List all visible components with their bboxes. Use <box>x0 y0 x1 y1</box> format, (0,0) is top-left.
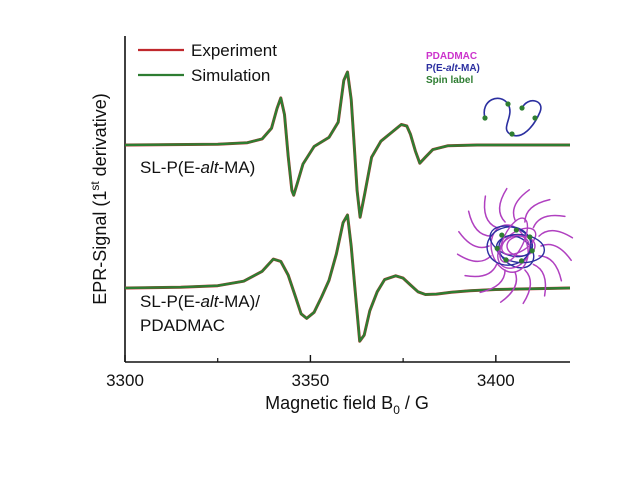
spin-label-dot <box>499 232 505 238</box>
pdadmac-arm <box>498 187 508 223</box>
curve-label-bottom-line1: SL-P(E-alt-MA)/ <box>140 292 260 311</box>
x-tick-labels: 3300 3350 3400 <box>106 371 515 390</box>
legend-label-experiment: Experiment <box>191 41 277 60</box>
curve-label-bottom-line2: PDADMAC <box>140 316 225 335</box>
pdadmac-arm <box>464 263 498 278</box>
x-ticks <box>124 355 497 362</box>
pdadmac-arm <box>532 214 566 229</box>
x-tick-label-3400: 3400 <box>477 371 515 390</box>
complex-core-loop <box>501 227 537 256</box>
pdadmac-arm <box>538 255 563 282</box>
pdadmac-arm <box>456 253 492 263</box>
spin-label-dot <box>494 245 500 251</box>
legend-label-simulation: Simulation <box>191 66 270 85</box>
pdadmac-arm <box>467 210 492 237</box>
x-tick-label-3350: 3350 <box>292 371 330 390</box>
x-tick-label-3300: 3300 <box>106 371 144 390</box>
spin-label-dot <box>513 227 519 233</box>
pdadmac-arm <box>499 271 518 303</box>
y-axis-label: EPR-Signal (1st derivative) <box>88 93 110 304</box>
single-chain-schematic <box>482 97 542 137</box>
polyelectrolyte-complex-schematic <box>456 187 574 305</box>
pdadmac-arm <box>522 269 532 305</box>
pdadmac-arm <box>483 195 498 229</box>
legend: Experiment Simulation <box>138 41 277 85</box>
curve-label-top: SL-P(E-alt-MA) <box>140 158 255 177</box>
pdadmac-arm <box>458 230 490 249</box>
pdadmac-arm <box>532 263 547 297</box>
spin-label-dot <box>503 257 509 263</box>
pdadmac-arm <box>479 269 506 294</box>
inset-label-pealtma: P(E-alt-MA) <box>426 63 480 74</box>
x-axis-label: Magnetic field B0 / G <box>265 393 429 417</box>
simulation-curve-free <box>124 70 570 219</box>
pdadmac-arm <box>524 198 551 223</box>
spin-label-dot <box>518 258 525 264</box>
spin-label-dot <box>529 248 535 254</box>
spin-label-dot <box>527 234 533 240</box>
inset-label-pdadmac: PDADMAC <box>426 51 477 62</box>
simulation-curve-complex <box>124 213 571 343</box>
pdadmac-arm <box>512 189 531 221</box>
series-curves <box>124 70 571 343</box>
inset-label-spin-label: Spin label <box>426 75 473 86</box>
complex-core-loop <box>486 226 532 266</box>
inset-legend: PDADMAC P(E-alt-MA) Spin label <box>426 51 480 86</box>
pdadmac-arm <box>538 229 574 239</box>
pdadmac-arm <box>540 243 572 262</box>
complex-core-loop <box>499 217 529 263</box>
